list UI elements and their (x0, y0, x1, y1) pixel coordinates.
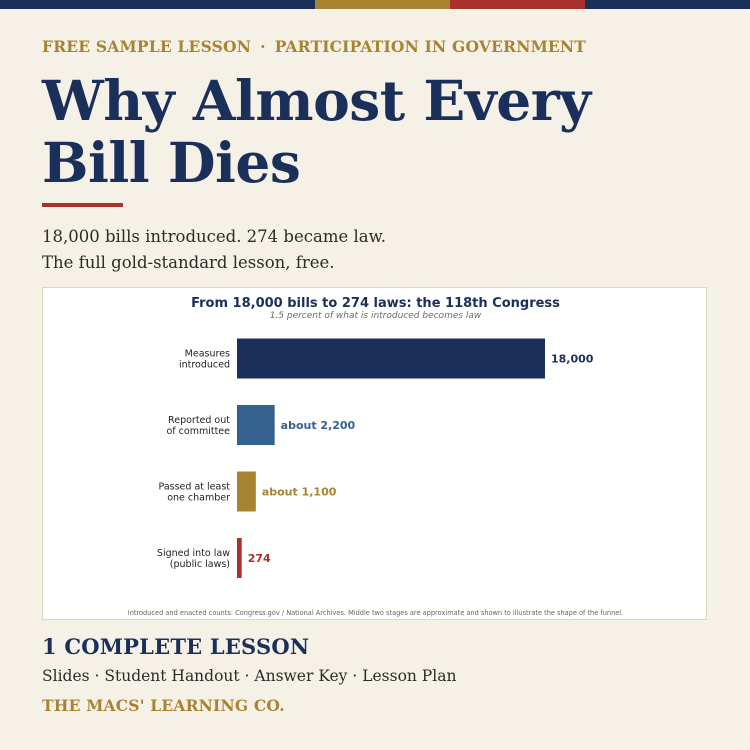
title-line-1: Why Almost Every (42, 68, 591, 133)
category-label-4-line-1: Signed into law (157, 548, 230, 559)
eyebrow-topic: PARTICIPATION IN GOVERNMENT (274, 37, 587, 56)
category-label-1-line-2: introduced (179, 360, 230, 371)
lesson-heading: 1 COMPLETE LESSON (42, 634, 310, 659)
bar-2 (237, 405, 275, 445)
page-title: Why Almost Every Bill Dies (42, 70, 591, 194)
subtitle: 18,000 bills introduced. 274 became law.… (42, 224, 386, 276)
accent-rule (42, 203, 123, 207)
bar-4 (237, 538, 242, 578)
bar-1 (237, 338, 545, 379)
data-label-4: 274 (248, 552, 271, 565)
chart-source-note: Introduced and enacted counts: Congress.… (128, 609, 623, 617)
data-label-3: about 1,100 (262, 486, 337, 499)
top-color-bar (0, 0, 750, 9)
eyebrow: FREE SAMPLE LESSON · PARTICIPATION IN GOVE… (42, 37, 586, 56)
top-bar-gold (315, 0, 450, 9)
eyebrow-separator: · (260, 37, 266, 56)
data-label-1: 18,000 (551, 353, 594, 366)
title-line-2: Bill Dies (42, 130, 301, 195)
top-bar-red (450, 0, 585, 9)
funnel-bar-chart: From 18,000 bills to 274 laws: the 118th… (128, 296, 623, 617)
top-bar-navy-right (585, 0, 750, 9)
eyebrow-label: FREE SAMPLE LESSON (42, 37, 252, 56)
category-label-3-line-2: one chamber (167, 493, 230, 504)
category-label-4-line-2: (public laws) (170, 559, 230, 570)
subtitle-line-2: The full gold-standard lesson, free. (42, 253, 335, 272)
brand-name: THE MACS' LEARNING CO. (42, 696, 285, 715)
category-label-2-line-1: Reported out (168, 415, 230, 426)
deliverables-list: Slides · Student Handout · Answer Key · … (42, 667, 457, 685)
subtitle-line-1: 18,000 bills introduced. 274 became law. (42, 227, 387, 246)
bar-3 (237, 471, 256, 512)
chart-subtitle: 1.5 percent of what is introduced become… (270, 311, 482, 321)
chart-card: From 18,000 bills to 274 laws: the 118th… (42, 287, 707, 620)
category-label-1-line-1: Measures (185, 349, 230, 360)
top-bar-navy-left (0, 0, 315, 9)
data-label-2: about 2,200 (281, 419, 356, 432)
category-label-2-line-2: of committee (167, 426, 231, 437)
category-label-3-line-1: Passed at least (159, 482, 231, 493)
chart-title: From 18,000 bills to 274 laws: the 118th… (191, 296, 560, 311)
